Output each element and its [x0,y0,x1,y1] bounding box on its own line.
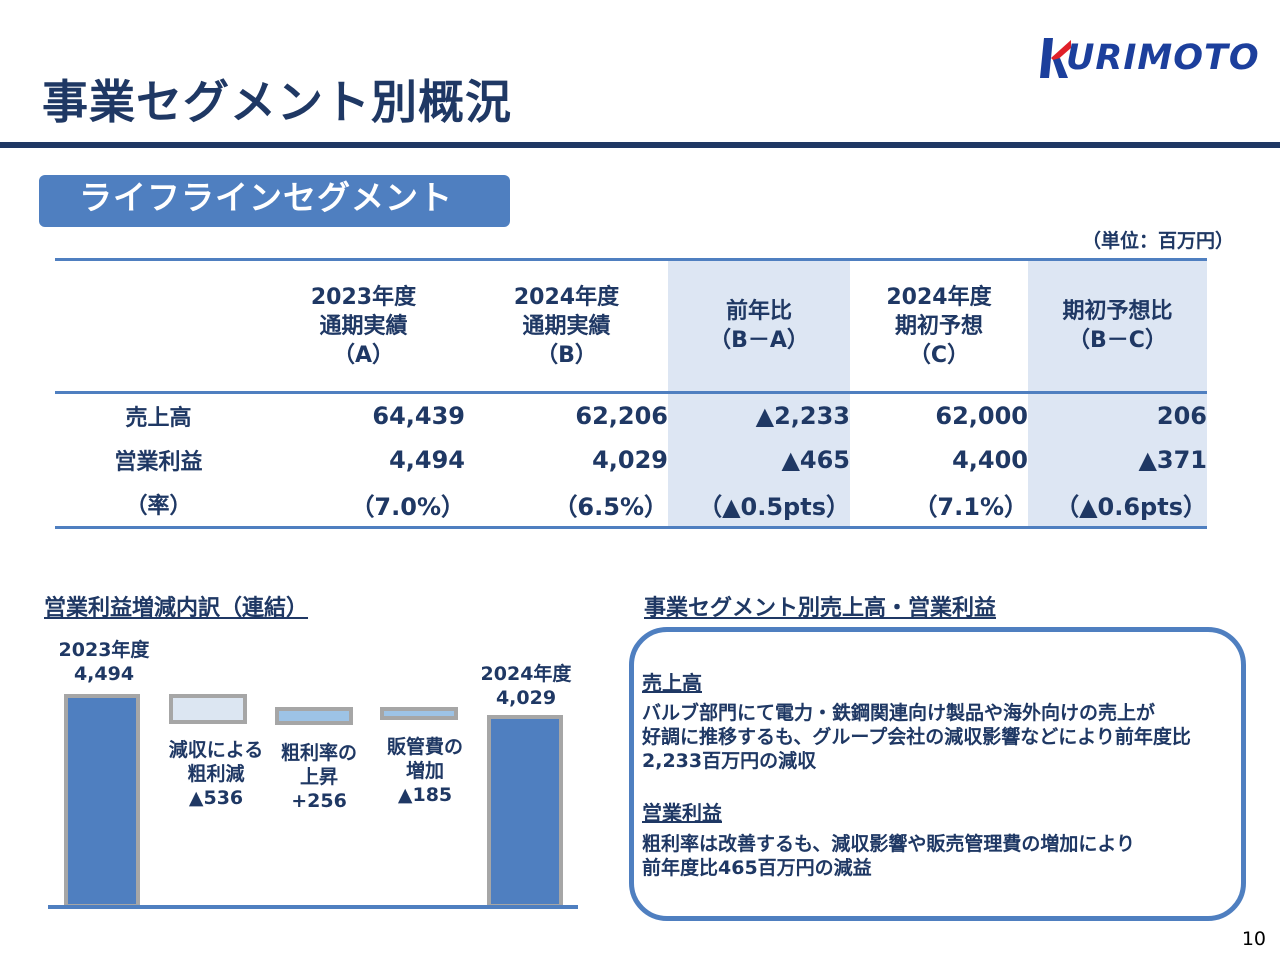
table-cell: 62,206 [575,402,668,430]
table-header-forecast: 2024年度 期初予想 （C） [850,258,1028,394]
end-year: 2024年度 [480,663,572,685]
chart-baseline [48,905,578,909]
table-cell: （7.0%） [262,482,465,529]
logo-text: URIMOTO [1066,38,1260,78]
table-cell: ▲465 [668,438,850,482]
header-rule [0,142,1280,148]
end-value: 4,029 [495,687,557,709]
step-label-margin-improvement: 粗利率の 上昇 +256 [280,742,357,812]
table-header-yoy: 前年比 （B－A） [668,258,850,394]
table-cell: 4,400 [952,446,1028,474]
row-label-sales: 売上高 [125,406,192,431]
table-cell: （▲0.5pts） [668,482,850,529]
page-number: 10 [1241,928,1266,950]
table-cell: （7.1%） [850,482,1028,529]
table-cell: 4,494 [389,446,465,474]
table-header-fy2023: 2023年度 通期実績 （A） [262,258,465,394]
end-bar-label: 2024年度 4,029 [470,662,582,710]
table-cell: （▲0.6pts） [1028,482,1207,529]
table-header-empty [55,258,262,394]
table-row: 売上高 64,439 62,206 ▲2,233 62,000 206 [55,392,1207,438]
table-cell: 64,439 [372,402,465,430]
commentary-title: 事業セグメント別売上高・営業利益 [644,596,997,621]
logo-k-mark-icon [1040,38,1071,78]
table-row: （率） （7.0%） （6.5%） （▲0.5pts） （7.1%） （▲0.6… [55,482,1207,529]
profit-heading: 営業利益 [642,801,722,825]
row-label-margin: （率） [55,482,262,529]
segment-badge: ライフラインセグメント [39,175,510,227]
table-header-vs-forecast: 期初予想比 （B－C） [1028,258,1207,394]
sales-text: バルブ部門にて電力・鉄鋼関連向け製品や海外向けの売上が 好調に推移するも、グルー… [642,702,1191,772]
segment-table: 2023年度 通期実績 （A） 2024年度 通期実績 （B） 前年比 （B－A… [55,258,1207,529]
table-row: 営業利益 4,494 4,029 ▲465 4,400 ▲371 [55,438,1207,482]
step-bar-margin-improvement [275,707,353,725]
start-bar-label: 2023年度 4,494 [50,638,158,686]
table-cell: ▲2,233 [668,392,850,438]
start-value: 4,494 [73,663,135,685]
breakdown-title: 営業利益増減内訳（連結） [44,596,309,621]
profit-text: 粗利率は改善するも、減収影響や販売管理費の増加により 前年度比465百万円の減益 [642,833,1136,879]
table-cell: 62,000 [935,402,1028,430]
page-title: 事業セグメント別概況 [42,75,512,129]
start-year: 2023年度 [58,639,150,661]
kurimoto-logo: URIMOTO [1038,36,1259,80]
unit-label: （単位：百万円） [1081,230,1234,252]
start-bar [64,694,140,908]
sales-heading: 売上高 [642,671,702,695]
table-cell: （6.5%） [465,482,668,529]
row-label-operating-profit: 営業利益 [114,450,203,475]
table-header-row: 2023年度 通期実績 （A） 2024年度 通期実績 （B） 前年比 （B－A… [55,258,1207,394]
step-label-sga-increase: 販管費の 増加 ▲185 [386,736,463,806]
table-cell: ▲371 [1028,438,1207,482]
table-cell: 206 [1028,392,1207,438]
step-label-revenue-decline: 減収による 粗利減 ▲536 [168,739,264,809]
step-bar-revenue-decline [169,694,247,724]
step-bar-sga-increase [380,707,458,720]
end-bar [487,715,563,908]
table-header-fy2024: 2024年度 通期実績 （B） [465,258,668,394]
commentary-box [629,627,1246,921]
table-cell: 4,029 [592,446,668,474]
